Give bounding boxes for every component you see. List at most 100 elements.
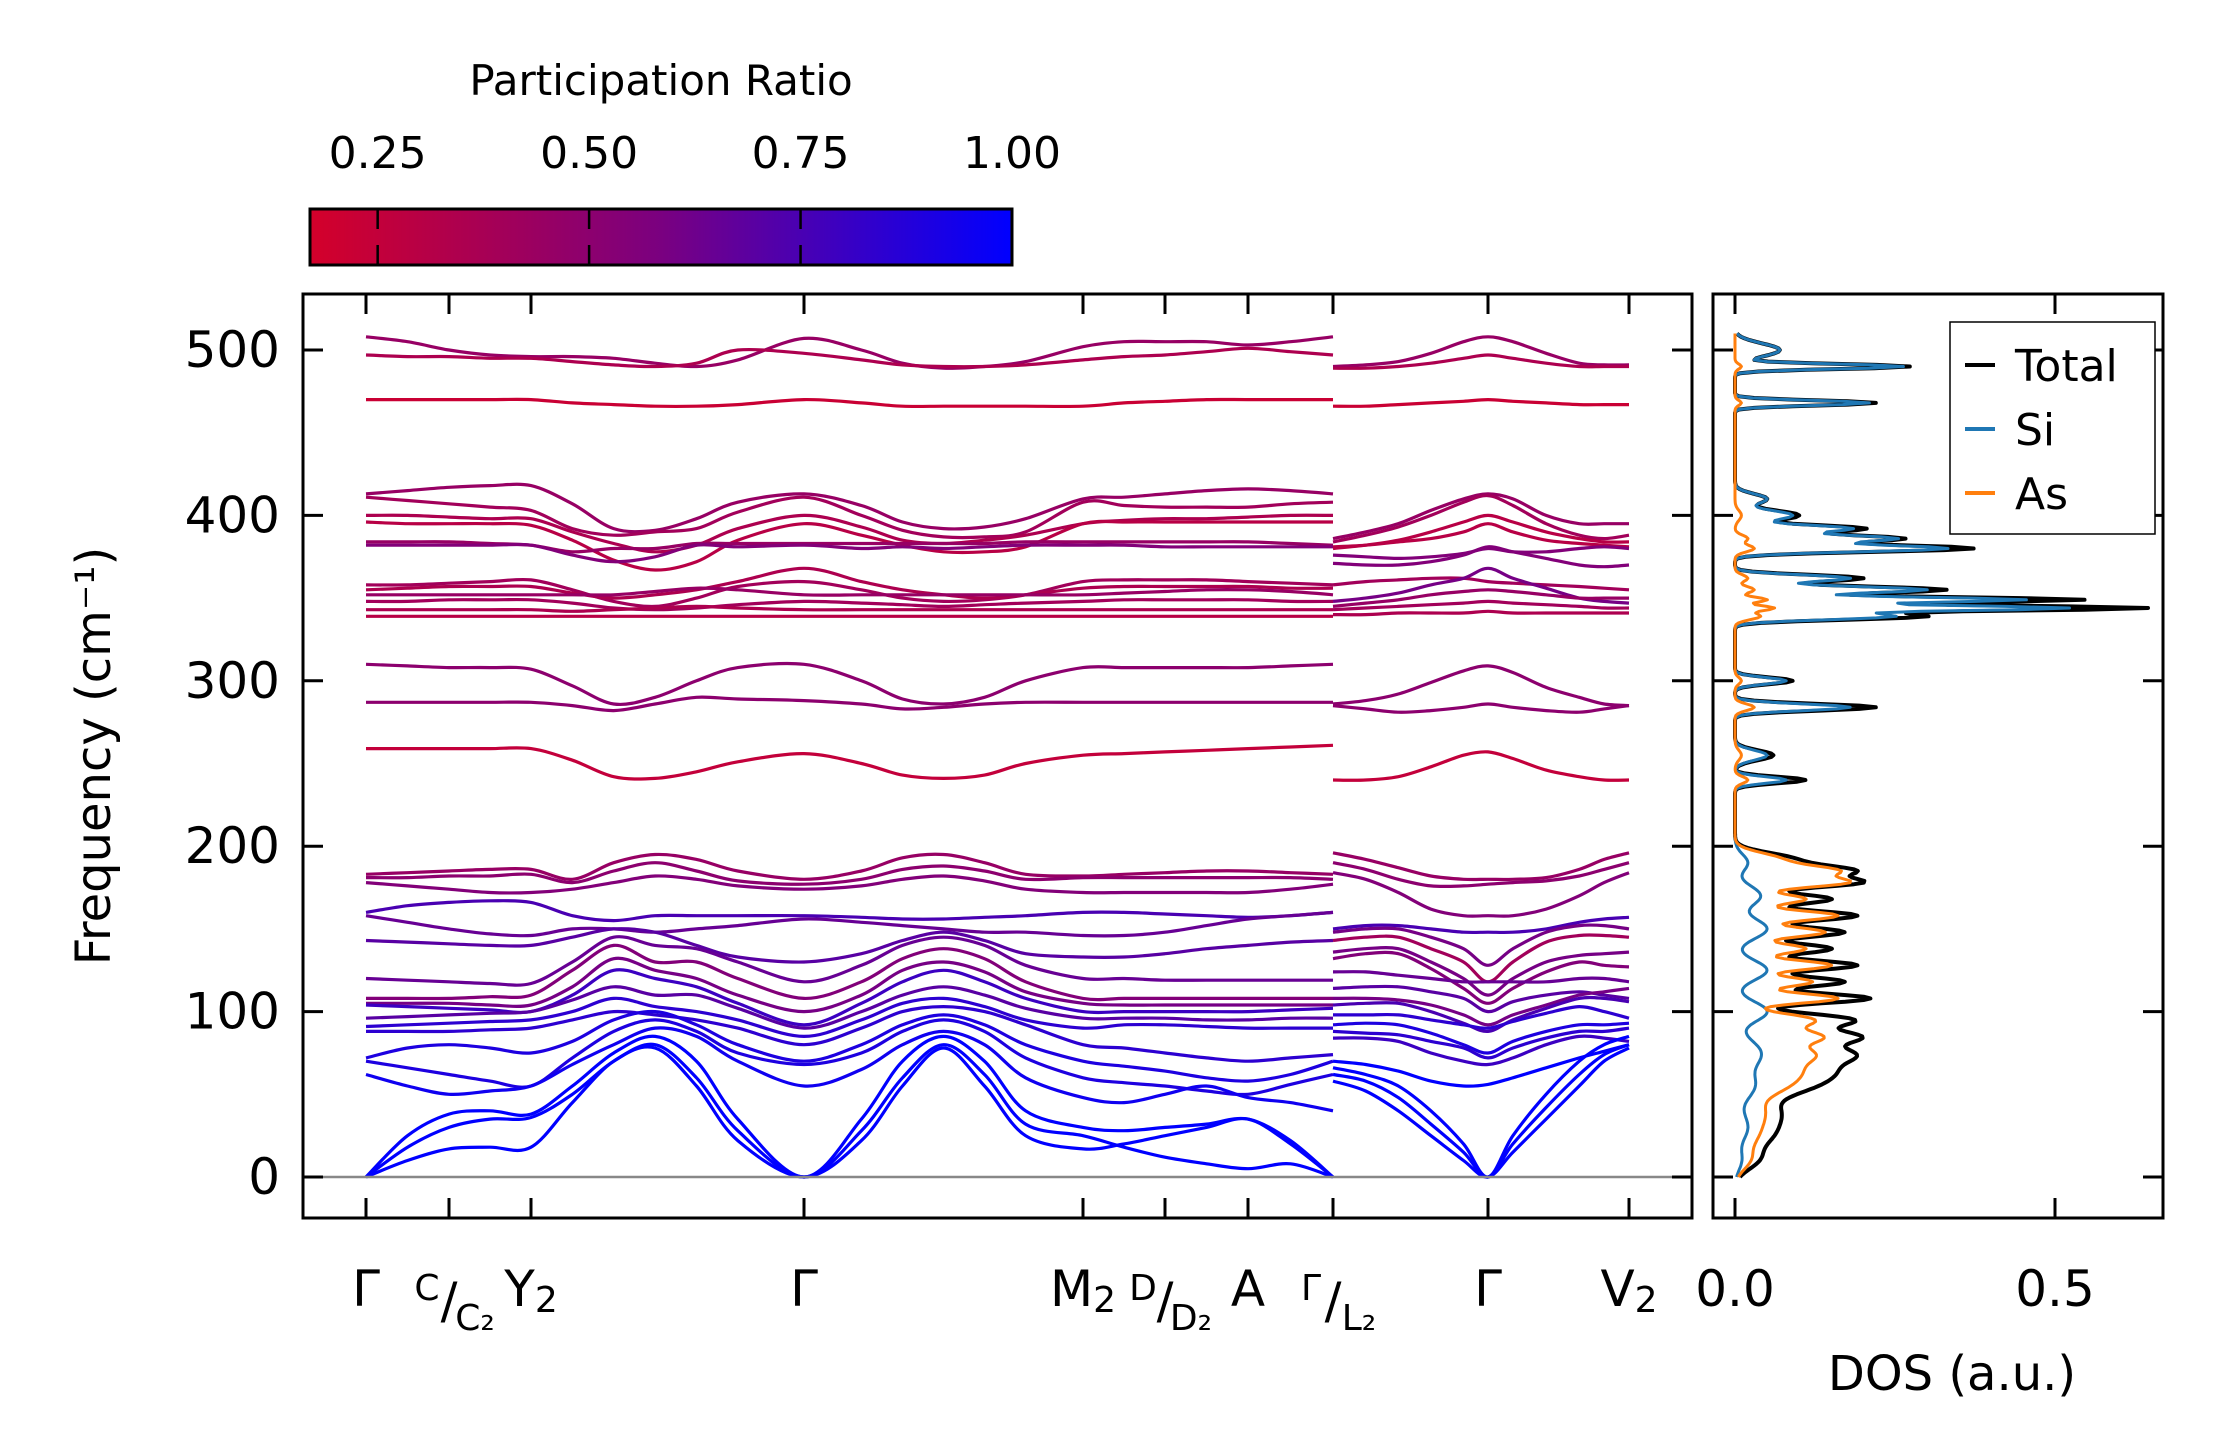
band-line-left-2 [366, 397, 1333, 409]
band-ytick-label-5: 500 [185, 321, 280, 379]
kpoint-label-slash: / [1157, 1272, 1174, 1330]
kpoint-label: A [1231, 1260, 1265, 1318]
kpoint-label: M2 [1050, 1260, 1116, 1321]
colorbar: Participation Ratio 0.25 0.50 0.75 1.00 [308, 56, 1061, 267]
band-ytick-label-2: 200 [185, 817, 280, 875]
kpoint-label-denominator: C₂ [455, 1298, 495, 1339]
band-line-left-13 [366, 604, 1333, 613]
kpoint-label-numerator: Γ [1301, 1268, 1321, 1309]
band-line-left-36 [365, 1045, 1334, 1179]
band-line-left-12 [365, 597, 1334, 612]
band-line-left-23 [365, 927, 1334, 964]
band-xtick-label-4: M2 [1050, 1260, 1116, 1321]
band-line-right-25 [1332, 970, 1630, 984]
y-axis-label: Frequency (cm⁻¹) [66, 547, 122, 965]
band-xtick-label-7: Γ / L₂ [1301, 1268, 1376, 1339]
band-ytick-label-1: 100 [185, 983, 280, 1041]
band-line-right-28 [1332, 995, 1630, 1034]
band-ytick-label-4: 400 [185, 486, 280, 544]
legend-label-as: As [2015, 469, 2068, 520]
band-line-right-11 [1332, 588, 1629, 608]
band-line-right-23 [1332, 946, 1630, 997]
band-line-left-15 [365, 661, 1334, 707]
dos-ticks: 0.0 0.5 [1695, 294, 2163, 1318]
colorbar-tick-label-3: 1.00 [963, 128, 1061, 179]
band-line-right-8 [1332, 545, 1630, 569]
band-line-right-19 [1332, 871, 1630, 918]
band-line-right-27 [1332, 986, 1630, 1027]
band-line-right-6 [1332, 522, 1630, 549]
dos-plot-frame [1711, 292, 2165, 1220]
band-line-left-22 [365, 910, 1334, 938]
band-line-left-17 [366, 743, 1334, 781]
band-line-right-1 [1332, 353, 1629, 370]
colorbar-gradient [308, 207, 1014, 267]
dos-lines [1733, 332, 2150, 1179]
band-plot-frame [301, 292, 1694, 1220]
band-line-right-16 [1332, 750, 1630, 782]
band-line-right-20 [1332, 915, 1630, 935]
band-line-left-9 [365, 577, 1334, 609]
band-line-right-22 [1332, 933, 1630, 984]
band-line-right-13 [1332, 609, 1629, 617]
band-line-right-31 [1332, 1026, 1630, 1060]
band-xtick-label-6: A [1231, 1260, 1265, 1318]
band-line-left-35 [365, 1042, 1334, 1179]
band-xtick-label-8: Γ [1474, 1260, 1502, 1318]
band-line-left-16 [365, 695, 1333, 713]
band-line-left-30 [365, 1005, 1334, 1063]
band-xtick-label-0: Γ [352, 1260, 380, 1318]
band-line-left-0 [365, 335, 1334, 370]
band-lines [364, 335, 1630, 1179]
dos-line-as [1733, 333, 1852, 1178]
legend-items: Total Si As [1965, 341, 2118, 520]
dos-x-axis-label: DOS (a.u.) [1828, 1346, 2076, 1402]
band-line-left-8 [366, 542, 1333, 564]
band-line-right-2 [1332, 398, 1629, 408]
band-line-right-15 [1332, 702, 1630, 714]
kpoint-label: V2 [1600, 1260, 1657, 1321]
band-line-left-29 [365, 996, 1333, 1038]
band-line-left-6 [365, 519, 1333, 572]
band-line-right-32 [1332, 1034, 1630, 1067]
band-line-left-4 [365, 495, 1334, 540]
kpoint-label-slash: / [1325, 1272, 1342, 1330]
band-line-left-24 [365, 935, 1333, 987]
band-xtick-label-1: C/C₂ [414, 1268, 494, 1339]
band-line-right-18 [1332, 861, 1630, 889]
dos-xtick-label-0: 0.0 [1695, 1260, 1775, 1318]
kpoint-label-subscript: 2 [1635, 1280, 1658, 1321]
band-line-left-21 [365, 899, 1334, 923]
band-line-left-11 [366, 586, 1334, 597]
band-line-left-19 [365, 861, 1334, 886]
colorbar-title: Participation Ratio [469, 56, 852, 105]
kpoint-label: Γ [1474, 1260, 1502, 1318]
kpoint-label: Y2 [503, 1260, 557, 1321]
band-line-right-24 [1332, 950, 1630, 1005]
kpoint-label: Γ [790, 1260, 818, 1318]
band-line-right-7 [1332, 545, 1630, 560]
band-line-right-17 [1332, 851, 1630, 882]
band-xtick-label-3: Γ [790, 1260, 818, 1318]
band-line-left-5 [365, 513, 1334, 554]
band-line-right-0 [1332, 335, 1630, 369]
kpoint-label-numerator: C [414, 1268, 439, 1309]
band-line-left-3 [365, 482, 1334, 534]
band-xtick-label-5: D/D₂ [1129, 1268, 1212, 1339]
band-line-right-21 [1332, 923, 1630, 967]
band-line-right-3 [1332, 492, 1629, 541]
band-line-left-26 [366, 956, 1333, 1014]
kpoint-label-subscript: 2 [535, 1280, 558, 1321]
band-line-left-28 [365, 985, 1334, 1030]
legend-label-si: Si [2015, 405, 2055, 456]
kpoint-label-slash: / [441, 1272, 458, 1330]
band-line-left-18 [365, 852, 1334, 881]
legend: Total Si As [1949, 321, 2156, 535]
colorbar-ticks: 0.25 0.50 0.75 1.00 [329, 128, 1061, 265]
band-line-left-25 [365, 943, 1333, 1002]
band-line-left-1 [365, 346, 1334, 369]
kpoint-label: Γ [352, 1260, 380, 1318]
